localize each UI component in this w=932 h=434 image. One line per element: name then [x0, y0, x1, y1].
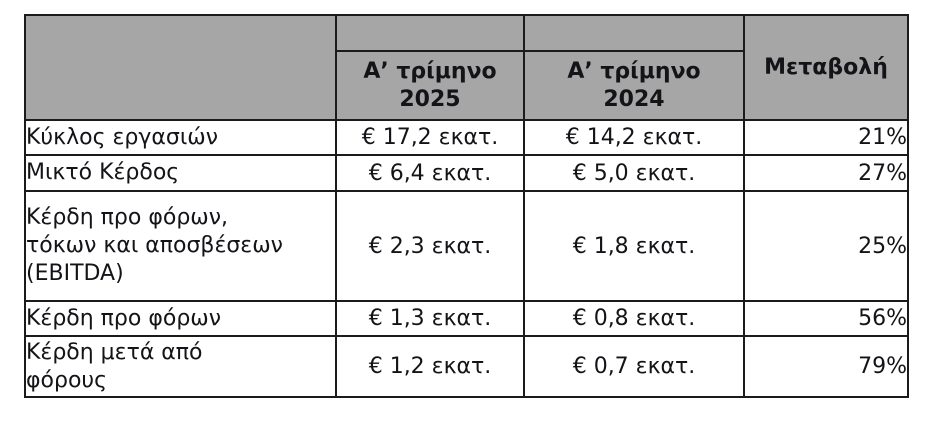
row-label: Κέρδη προ φόρων, τόκων και αποσβέσεων (E…	[24, 190, 337, 302]
value-2024: € 1,8 εκατ.	[523, 190, 745, 302]
header-strip-2024	[523, 14, 745, 52]
value-2025: € 2,3 εκατ.	[335, 190, 525, 302]
change-value: 56%	[743, 300, 909, 337]
header-q1-2025-cell: Α’ τρίμηνο 2025	[335, 50, 525, 121]
table-row: Μικτό Κέρδος € 6,4 εκατ. € 5,0 εκατ. 27%	[24, 154, 909, 192]
change-value: 79%	[743, 335, 909, 398]
table-row: Κύκλος εργασιών € 17,2 εκατ. € 14,2 εκατ…	[24, 119, 909, 156]
row-label: Κέρδη μετά από φόρους	[24, 335, 337, 398]
value-2024: € 14,2 εκατ.	[523, 119, 745, 156]
header-q1-2024-cell: Α’ τρίμηνο 2024	[523, 50, 745, 121]
value-2024: € 0,7 εκατ.	[523, 335, 745, 398]
value-2024: € 0,8 εκατ.	[523, 300, 745, 337]
value-2025: € 17,2 εκατ.	[335, 119, 525, 156]
header-strip-row: Μεταβολή	[24, 14, 909, 121]
change-value: 25%	[743, 190, 909, 302]
header-corner-cell	[24, 14, 337, 121]
header-strip-2025	[335, 14, 525, 52]
table-row: Κέρδη προ φόρων, τόκων και αποσβέσεων (E…	[24, 190, 909, 302]
value-2025: € 6,4 εκατ.	[335, 154, 525, 192]
header-change-cell: Μεταβολή	[743, 14, 909, 121]
financial-results-table: Μεταβολή Α’ τρίμηνο 2025 Α’ τρίμηνο 2024…	[24, 14, 909, 398]
row-label: Κύκλος εργασιών	[24, 119, 337, 156]
value-2024: € 5,0 εκατ.	[523, 154, 745, 192]
row-label: Μικτό Κέρδος	[24, 154, 337, 192]
value-2025: € 1,3 εκατ.	[335, 300, 525, 337]
change-value: 21%	[743, 119, 909, 156]
row-label: Κέρδη προ φόρων	[24, 300, 337, 337]
value-2025: € 1,2 εκατ.	[335, 335, 525, 398]
table-row: Κέρδη προ φόρων € 1,3 εκατ. € 0,8 εκατ. …	[24, 300, 909, 337]
change-value: 27%	[743, 154, 909, 192]
header-labels-row: Α’ τρίμηνο 2025 Α’ τρίμηνο 2024	[25, 50, 908, 121]
table-row: Κέρδη μετά από φόρους € 1,2 εκατ. € 0,7 …	[24, 335, 909, 398]
